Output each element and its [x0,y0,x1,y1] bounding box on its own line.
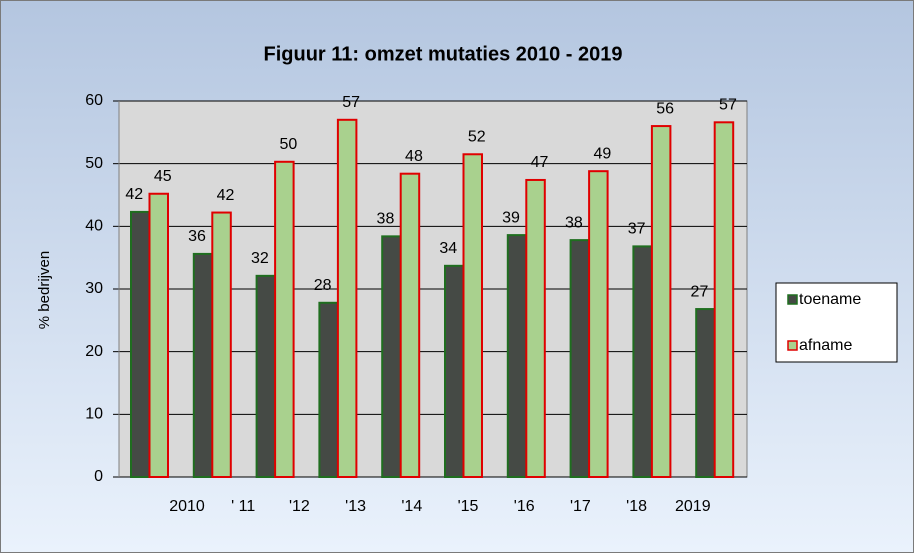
data-label: 49 [593,145,611,162]
data-label: 27 [691,283,709,300]
data-label: 37 [628,221,646,238]
chart-title: Figuur 11: omzet mutaties 2010 - 2019 [263,43,622,65]
y-axis-label: % bedrijven [36,251,53,329]
bar [381,235,402,478]
bar [632,245,653,478]
data-label: 47 [531,154,549,171]
bar [695,308,716,479]
bar [255,274,277,478]
data-label: 45 [154,168,172,185]
data-label: 57 [342,94,360,111]
data-label: 42 [125,186,143,203]
y-tick-label: 50 [85,155,103,172]
y-tick-label: 60 [85,92,103,109]
bar [274,160,295,479]
bar [318,301,339,478]
x-tick-label: 2019 [675,498,711,515]
legend-marker [787,294,798,305]
bar [192,252,214,478]
bar [399,172,421,478]
x-tick-label: '15 [458,498,479,515]
bar [713,121,735,478]
data-label: 36 [188,228,206,245]
data-label: 32 [251,250,269,267]
x-tick-label: '14 [401,498,422,515]
x-tick-label: '18 [626,498,647,515]
data-label: 38 [377,211,395,228]
y-tick-label: 20 [85,343,103,360]
bar [462,153,483,478]
data-label: 34 [439,240,457,257]
bar [130,210,151,478]
bar [148,192,169,478]
data-label: 56 [656,100,674,117]
bar [525,178,546,479]
legend-label: afname [799,337,852,354]
y-tick-label: 10 [85,406,103,423]
x-tick-label: '12 [289,498,310,515]
legend-label: toename [799,291,861,308]
x-tick-label: '13 [345,498,366,515]
bar [588,170,609,478]
legend-marker [787,340,798,351]
data-label: 50 [279,136,297,153]
x-tick-label: '16 [514,498,535,515]
data-label: 28 [314,277,332,294]
data-label: 42 [217,187,235,204]
y-tick-label: 30 [85,280,103,297]
bar [650,125,672,478]
y-tick-label: 40 [85,218,103,235]
data-label: 39 [502,209,520,226]
x-tick-label: ' 11 [231,498,255,515]
bar [211,211,232,478]
y-tick-label: 0 [94,468,103,485]
bar [569,239,591,478]
bar [506,234,528,478]
x-tick-label: '17 [570,498,591,515]
data-label: 38 [565,214,583,231]
x-tick-label: 2010 [169,498,205,515]
data-label: 57 [719,97,737,114]
bar [444,264,465,478]
data-label: 48 [405,148,423,165]
data-label: 52 [468,128,486,145]
bar [336,118,358,479]
